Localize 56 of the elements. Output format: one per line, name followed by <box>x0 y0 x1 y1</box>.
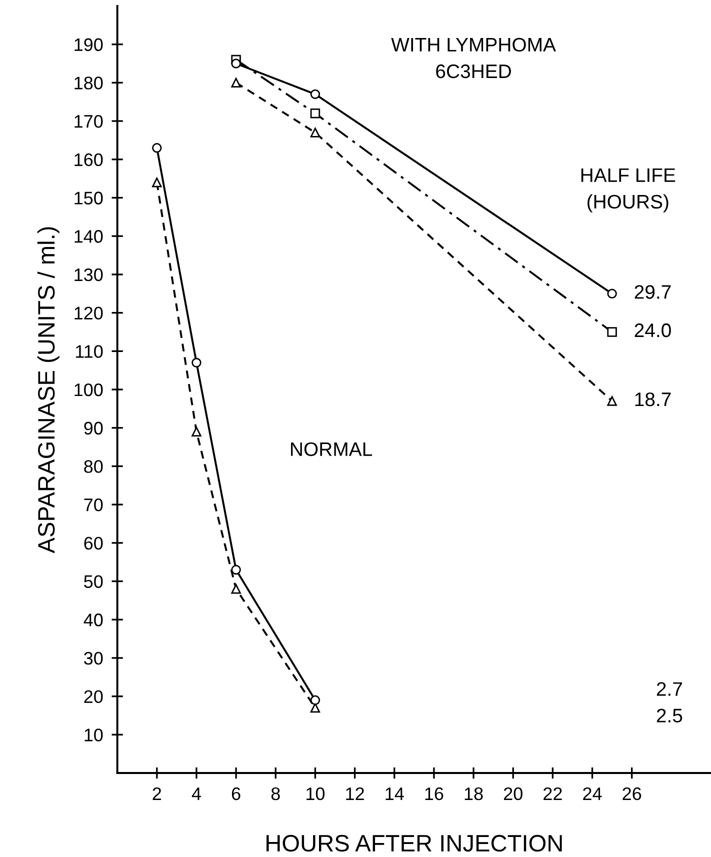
x-tick-label: 22 <box>544 787 562 800</box>
annotation: 24.0 <box>634 323 671 338</box>
x-tick-label: 12 <box>346 787 364 800</box>
point <box>310 89 320 100</box>
x-axis-title: HOURS AFTER INJECTION <box>266 834 562 852</box>
point <box>192 358 202 368</box>
x-tick-label: 4 <box>192 788 201 800</box>
y-tick-label: 10 <box>84 728 103 742</box>
point <box>231 584 241 594</box>
annotation: 2.7 2.5 <box>656 682 682 722</box>
y-tick-label: 120 <box>74 306 103 320</box>
x-tick-label: 24 <box>583 787 602 800</box>
point <box>152 178 162 188</box>
point <box>152 143 162 153</box>
point <box>231 78 241 88</box>
point <box>192 426 202 437</box>
y-tick-label: 90 <box>84 422 103 435</box>
y-tick-label: 50 <box>84 575 103 588</box>
y-tick-label: 80 <box>84 460 103 473</box>
x-tick-label: 14 <box>386 788 404 800</box>
y-tick-label: 170 <box>74 114 103 128</box>
y-tick-label: 110 <box>76 345 103 358</box>
annotation: 18.7 <box>635 392 671 406</box>
y-tick-label: 20 <box>84 690 103 704</box>
y-tick-label: 180 <box>74 76 103 90</box>
y-tick-label: 100 <box>74 383 103 396</box>
point <box>231 58 241 68</box>
y-tick-label: 30 <box>84 652 103 665</box>
y-tick-label: 70 <box>84 498 103 512</box>
x-tick-label: 10 <box>306 787 325 800</box>
x-tick-label: 16 <box>425 787 444 800</box>
x-tick-label: 2 <box>152 787 162 800</box>
point <box>607 396 617 406</box>
y-tick-label: 150 <box>74 192 103 204</box>
y-tick-label: 60 <box>84 536 103 550</box>
y-tick-label: 130 <box>74 268 103 282</box>
point <box>310 128 320 138</box>
x-tick-label: 18 <box>464 787 483 800</box>
y-tick-label: 160 <box>74 153 103 166</box>
annotation: NORMAL <box>291 442 372 456</box>
point <box>231 564 241 575</box>
x-tick-label: 6 <box>232 787 240 800</box>
annotation: HALF LIFE (HOURS) <box>581 168 676 212</box>
y-tick-label: 40 <box>84 614 103 626</box>
point <box>310 695 320 706</box>
x-tick-label: 8 <box>271 787 280 800</box>
point <box>310 108 320 118</box>
x-tick-label: 20 <box>504 787 522 800</box>
annotation: WITH LYMPHOMA 6C3HED <box>391 38 556 78</box>
y-tick-label: 190 <box>74 38 103 52</box>
point <box>607 288 617 298</box>
y-tick-label: 140 <box>74 230 103 243</box>
point <box>607 327 617 337</box>
annotation: 29.7 <box>634 285 671 299</box>
y-axis-title: ASPARAGINASE (UNITS / ml.) <box>37 227 60 554</box>
x-tick-label: 26 <box>622 787 642 800</box>
